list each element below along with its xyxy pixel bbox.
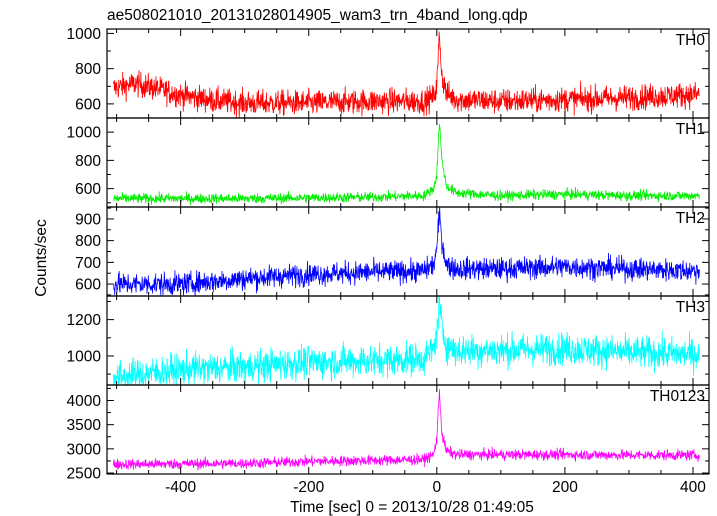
- x-tick-label: -200: [293, 479, 324, 496]
- series-line-th1: [113, 123, 700, 206]
- x-tick-label: 400: [680, 479, 706, 496]
- series-line-th0123: [113, 389, 700, 471]
- panel-label-th0123: TH0123: [650, 388, 705, 405]
- chart-title: ae508021010_20131028014905_wam3_trn_4ban…: [107, 7, 528, 24]
- panel-frame-th3: [106, 295, 710, 386]
- panel-frame-th0123: [106, 384, 710, 475]
- panel-frame-th1: [106, 117, 710, 208]
- y-tick-label: 1000: [67, 125, 102, 142]
- x-tick-label: 200: [552, 479, 578, 496]
- y-tick-label: 3500: [67, 417, 102, 434]
- panels: 600 800 1000 TH0 600 800 1000 TH1 600 700 800 900 TH…: [67, 26, 710, 496]
- y-tick-label: 1000: [67, 348, 102, 365]
- x-tick-label: -400: [165, 479, 196, 496]
- y-tick-label: 800: [75, 153, 101, 170]
- y-tick-label: 600: [75, 277, 101, 294]
- y-tick-label: 600: [75, 181, 101, 198]
- x-axis-label: Time [sec] 0 = 2013/10/28 01:49:05: [290, 499, 534, 516]
- series-line-th2: [113, 207, 700, 296]
- panel-label-th3: TH3: [676, 299, 705, 316]
- x-tick-label: 0: [433, 479, 442, 496]
- series-line-th0: [113, 31, 700, 118]
- series-line-th3: [113, 296, 700, 385]
- y-tick-label: 1000: [67, 26, 102, 43]
- y-tick-label: 1200: [67, 312, 102, 329]
- panel-label-th2: TH2: [676, 210, 705, 227]
- y-tick-label: 2500: [67, 466, 102, 483]
- y-tick-label: 700: [75, 255, 101, 272]
- panel-label-th1: TH1: [676, 121, 705, 138]
- y-tick-label: 800: [75, 61, 101, 78]
- y-tick-label: 3000: [67, 441, 102, 458]
- y-tick-label: 600: [75, 96, 101, 113]
- y-axis-label: Counts/sec: [33, 219, 50, 297]
- panel-label-th0: TH0: [676, 32, 706, 49]
- y-tick-label: 900: [75, 211, 101, 228]
- y-tick-label: 800: [75, 233, 101, 250]
- y-tick-label: 4000: [67, 393, 102, 410]
